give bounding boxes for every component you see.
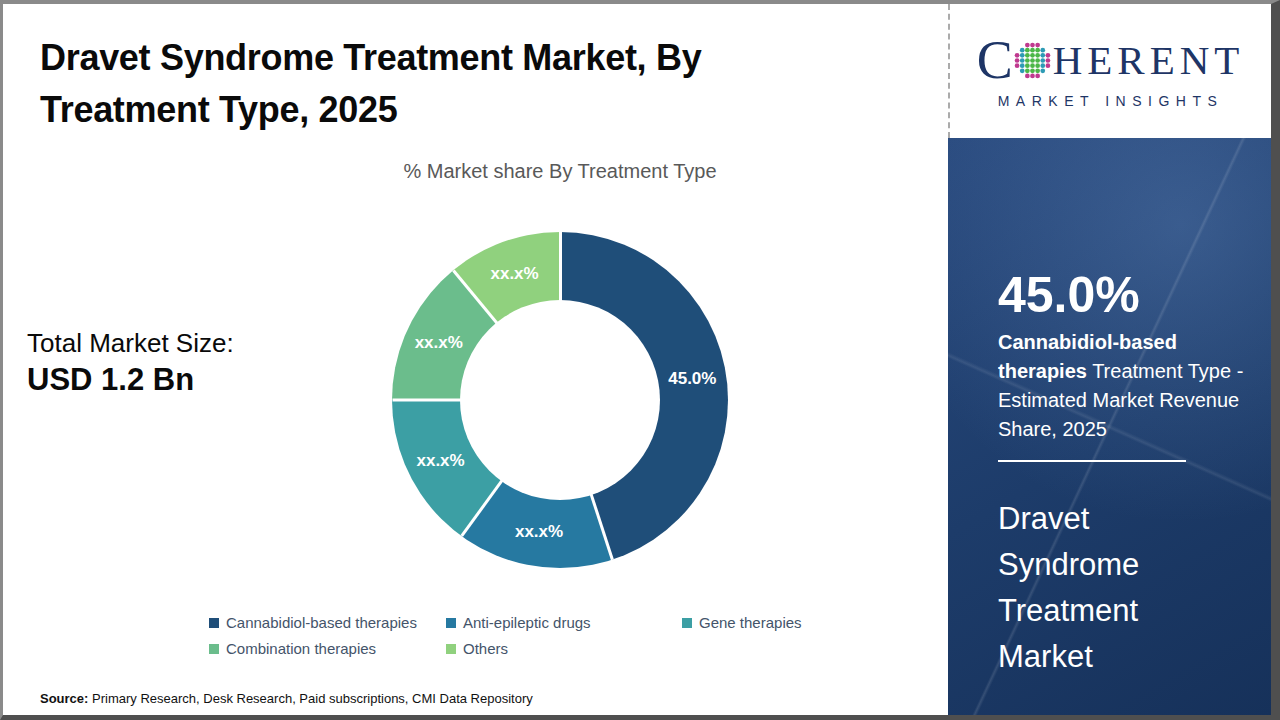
slice-label-3: xx.x%	[415, 333, 463, 353]
legend-item-4: Others	[446, 640, 682, 657]
source-note: Source: Primary Research, Desk Research,…	[40, 691, 533, 706]
legend-label: Others	[463, 640, 508, 657]
source-text: Primary Research, Desk Research, Paid su…	[88, 691, 532, 706]
slice-label-0: 45.0%	[668, 369, 716, 389]
legend-marker-icon	[682, 618, 692, 628]
brand-tagline: MARKET INSIGHTS	[998, 93, 1224, 109]
total-market-size-value: USD 1.2 Bn	[27, 360, 234, 400]
legend-item-3: Combination therapies	[209, 640, 446, 657]
brand-letter-c: C	[977, 33, 1013, 87]
slice-label-1: xx.x%	[515, 522, 563, 542]
legend-marker-icon	[446, 644, 456, 654]
chart-legend: Cannabidiol-based therapies Anti-epilepti…	[209, 614, 919, 657]
legend-label: Cannabidiol-based therapies	[226, 614, 417, 631]
page-title: Dravet Syndrome Treatment Market, By Tre…	[40, 32, 820, 136]
total-market-size: Total Market Size: USD 1.2 Bn	[27, 326, 234, 400]
highlight-value: 45.0%	[998, 266, 1140, 324]
highlight-sidebar: 45.0% Cannabidiol-based therapies Treatm…	[948, 138, 1271, 715]
brand-wordmark: C HERENT	[977, 33, 1245, 87]
slice-label-4: xx.x%	[490, 264, 538, 284]
brand-logo: C HERENT MARKET INSIGHTS	[948, 4, 1271, 138]
legend-marker-icon	[209, 644, 219, 654]
legend-label: Gene therapies	[699, 614, 802, 631]
legend-item-1: Anti-epileptic drugs	[446, 614, 682, 631]
brand-letters-rest: HERENT	[1053, 40, 1245, 81]
infographic-slide: Dravet Syndrome Treatment Market, By Tre…	[0, 0, 1280, 720]
legend-label: Combination therapies	[226, 640, 376, 657]
donut-chart: 45.0% xx.x% xx.x% xx.x% xx.x%	[392, 232, 728, 568]
highlight-description: Cannabidiol-based therapies Treatment Ty…	[998, 328, 1256, 444]
legend-marker-icon	[446, 618, 456, 628]
page-title-line-2: Treatment Type, 2025	[40, 84, 820, 136]
total-market-size-label: Total Market Size:	[27, 326, 234, 360]
legend-item-2: Gene therapies	[682, 614, 919, 631]
legend-marker-icon	[209, 618, 219, 628]
source-label: Source:	[40, 691, 88, 706]
sidebar-divider	[998, 460, 1186, 462]
sidebar-market-name: Dravet Syndrome Treatment Market	[998, 496, 1178, 680]
globe-dots-icon	[1014, 42, 1051, 79]
legend-label: Anti-epileptic drugs	[463, 614, 591, 631]
legend-item-0: Cannabidiol-based therapies	[209, 614, 446, 631]
page-title-line-1: Dravet Syndrome Treatment Market, By	[40, 32, 820, 84]
chart-title: % Market share By Treatment Type	[260, 160, 860, 183]
slice-label-2: xx.x%	[416, 451, 464, 471]
donut-hole	[460, 300, 660, 500]
